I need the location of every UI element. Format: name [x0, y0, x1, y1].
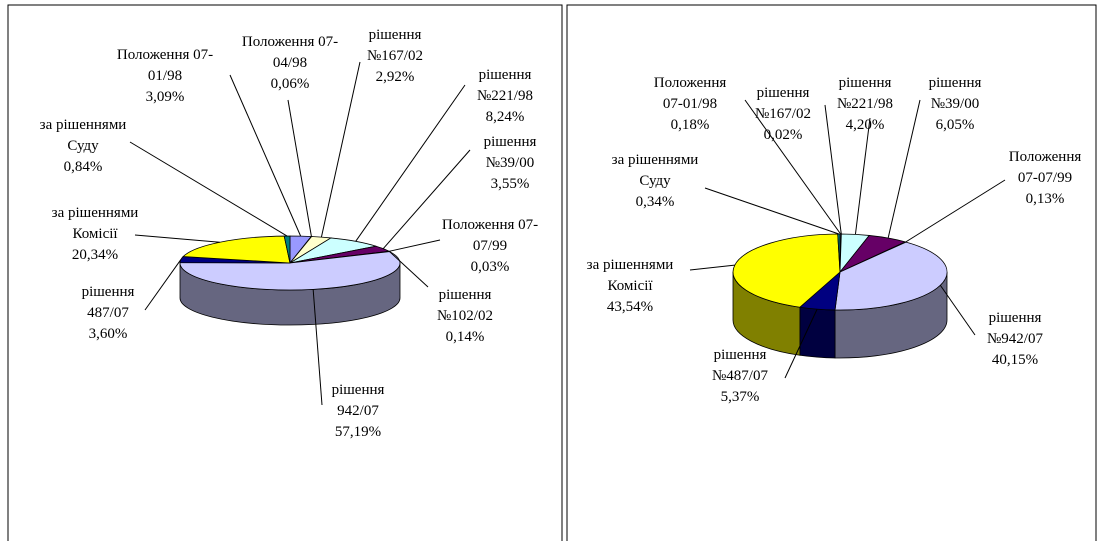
- category-label: Положення 07-07/99: [441, 217, 539, 254]
- leader-line: [355, 84, 466, 242]
- leader-line: [389, 251, 429, 288]
- slice-label: Положення 07-01/98 3,09%: [108, 45, 223, 108]
- category-label: рішення №221/98: [837, 75, 893, 112]
- slice-label: рішення №221/98 4,20%: [830, 73, 900, 136]
- leader-line: [784, 308, 818, 379]
- slice-label: Положення 07-07/99 0,03%: [440, 215, 540, 278]
- slice-label: рішення №942/07 40,15%: [980, 308, 1050, 371]
- value-label: 8,24%: [485, 109, 525, 125]
- category-label: рішення №167/02: [367, 27, 423, 64]
- panel-border: [7, 4, 563, 541]
- slice: [182, 235, 291, 264]
- value-label: 3,60%: [88, 326, 128, 342]
- slice-label: за рішеннями Комісії 20,34%: [38, 203, 153, 266]
- value-label: 20,34%: [71, 247, 119, 263]
- slice-label: рішення №221/98 8,24%: [470, 65, 540, 128]
- slice: [732, 233, 841, 308]
- category-label: рішення 487/07: [81, 284, 135, 321]
- category-label: за рішеннями Комісії: [51, 205, 139, 242]
- value-label: 43,54%: [606, 299, 654, 315]
- slice-side: [799, 306, 836, 359]
- leader-line: [905, 179, 1006, 243]
- value-label: 4,20%: [845, 117, 885, 133]
- slice-label: рішення №167/02 0,02%: [748, 83, 818, 146]
- leader-line: [854, 117, 871, 235]
- panel-border: [566, 4, 1097, 541]
- leader-line: [744, 99, 842, 235]
- category-label: рішення 942/07: [331, 382, 385, 419]
- slice: [834, 241, 948, 311]
- value-label: 0,06%: [270, 76, 310, 92]
- value-label: 0,03%: [470, 259, 510, 275]
- category-label: рішення №102/02: [437, 287, 493, 324]
- category-label: за рішеннями Суду: [611, 152, 699, 189]
- slice-label: рішення №487/07 5,37%: [705, 345, 775, 408]
- slice-label: рішення №39/00 3,55%: [475, 132, 545, 195]
- leader-line: [134, 234, 220, 243]
- slice-label: Положення 07-07/99 0,13%: [1000, 147, 1090, 210]
- slice-label: рішення №102/02 0,14%: [430, 285, 500, 348]
- slice-label: за рішеннями Комісії 43,54%: [573, 255, 688, 318]
- leader-line: [389, 239, 441, 252]
- leader-line: [229, 74, 302, 237]
- value-label: 0,18%: [670, 117, 710, 133]
- category-label: Положення 07-01/98: [116, 47, 214, 84]
- leader-line: [382, 149, 471, 249]
- slice-label: рішення 942/07 57,19%: [323, 380, 393, 443]
- value-label: 0,34%: [635, 194, 675, 210]
- leader-line: [887, 99, 921, 239]
- value-label: 0,14%: [445, 329, 485, 345]
- value-label: 0,13%: [1025, 191, 1065, 207]
- slice-label: за рішеннями Суду 0,34%: [598, 150, 713, 213]
- slice: [283, 235, 291, 264]
- category-label: за рішеннями Суду: [39, 117, 127, 154]
- category-label: рішення №39/00: [928, 75, 982, 112]
- value-label: 0,02%: [763, 127, 803, 143]
- leader-line: [939, 284, 976, 336]
- slice-label: за рішеннями Суду 0,84%: [26, 115, 141, 178]
- category-label: Положення 07-01/98: [653, 75, 727, 112]
- slice-label: рішення 487/07 3,60%: [73, 282, 143, 345]
- leader-line: [287, 99, 312, 237]
- category-label: Положення 07-07/99: [1008, 149, 1082, 186]
- leader-line: [312, 289, 323, 406]
- value-label: 3,55%: [490, 176, 530, 192]
- category-label: рішення №487/07: [712, 347, 768, 384]
- leader-line: [689, 264, 735, 271]
- category-label: за рішеннями Комісії: [586, 257, 674, 294]
- category-label: Положення 07-04/98: [241, 34, 339, 71]
- slice-label: Положення 07-01/98 0,18%: [645, 73, 735, 136]
- value-label: 6,05%: [935, 117, 975, 133]
- value-label: 3,09%: [145, 89, 185, 105]
- value-label: 0,84%: [63, 159, 103, 175]
- leader-line: [320, 61, 361, 238]
- category-label: рішення №221/98: [477, 67, 533, 104]
- category-label: рішення №39/00: [483, 134, 537, 171]
- leader-line: [704, 187, 840, 235]
- slice-label: рішення №167/02 2,92%: [360, 25, 430, 88]
- value-label: 5,37%: [720, 389, 760, 405]
- leader-line: [144, 259, 182, 311]
- value-label: 57,19%: [334, 424, 382, 440]
- category-label: рішення №942/07: [987, 310, 1043, 347]
- slice-label: Положення 07-04/98 0,06%: [238, 32, 343, 95]
- value-label: 40,15%: [991, 352, 1039, 368]
- value-label: 2,92%: [375, 69, 415, 85]
- leader-line: [824, 104, 842, 235]
- category-label: рішення №167/02: [755, 85, 811, 122]
- leader-line: [129, 141, 288, 237]
- slice-label: рішення №39/00 6,05%: [920, 73, 990, 136]
